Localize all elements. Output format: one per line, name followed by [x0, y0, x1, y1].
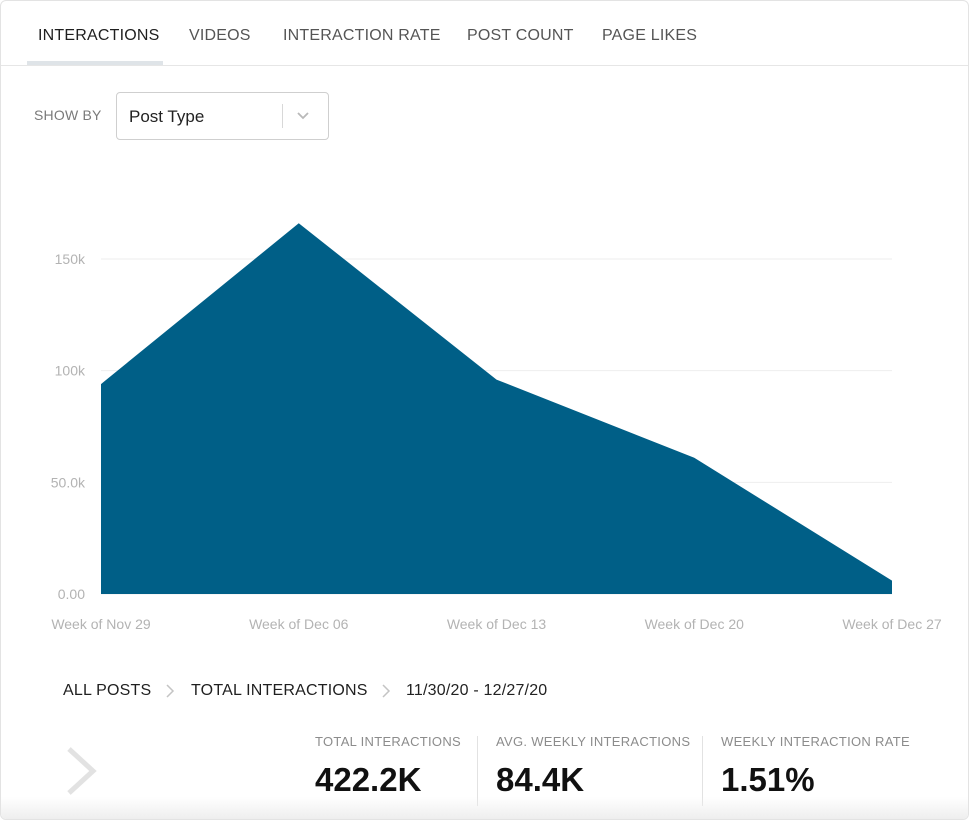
tab-interactions[interactable]: INTERACTIONS: [38, 27, 160, 44]
metric-tabs: INTERACTIONS VIDEOS INTERACTION RATE POS…: [1, 1, 968, 66]
chevron-right-icon[interactable]: [63, 745, 99, 797]
x-axis-ticks: Week of Nov 29 Week of Dec 06 Week of Dec …: [51, 616, 942, 632]
y-axis-ticks: 0.00 50.0k 100k 150k: [51, 251, 86, 602]
stat-label: AVG. WEEKLY INTERACTIONS: [496, 734, 691, 749]
x-tick-label: Week of Dec 06: [249, 616, 349, 632]
chevron-down-icon[interactable]: [295, 109, 311, 123]
active-tab-indicator: [27, 61, 163, 65]
select-separator: [282, 104, 283, 128]
y-tick-label: 50.0k: [51, 474, 86, 490]
breadcrumb-total-interactions[interactable]: TOTAL INTERACTIONS: [191, 682, 368, 699]
y-tick-label: 150k: [55, 251, 86, 267]
x-tick-label: Week of Dec 27: [842, 616, 942, 632]
tab-videos[interactable]: VIDEOS: [189, 27, 251, 44]
scroll-fade: [1, 797, 968, 819]
show-by-label: SHOW BY: [34, 107, 102, 123]
breadcrumb-date-range: 11/30/20 - 12/27/20: [406, 682, 548, 699]
stat-divider: [702, 736, 703, 806]
stat-value: 422.2K: [315, 761, 422, 798]
stat-value: 1.51%: [721, 761, 815, 798]
breadcrumb-all-posts[interactable]: ALL POSTS: [63, 682, 152, 699]
stat-total-interactions: TOTAL INTERACTIONS 422.2K: [315, 734, 461, 799]
x-tick-label: Week of Nov 29: [51, 616, 151, 632]
y-tick-label: 100k: [55, 363, 86, 379]
chevron-right-icon: [382, 684, 391, 698]
y-tick-label: 0.00: [58, 586, 85, 602]
stat-divider: [477, 736, 478, 806]
tab-page-likes[interactable]: PAGE LIKES: [602, 27, 698, 44]
stat-label: WEEKLY INTERACTION RATE: [721, 734, 910, 749]
stat-avg-weekly-interactions: AVG. WEEKLY INTERACTIONS 84.4K: [496, 734, 690, 799]
stat-value: 84.4K: [496, 761, 585, 798]
tab-interaction-rate[interactable]: INTERACTION RATE: [283, 27, 441, 44]
stat-label: TOTAL INTERACTIONS: [315, 734, 462, 749]
show-by-value: Post Type: [129, 107, 205, 126]
x-tick-label: Week of Dec 13: [447, 616, 547, 632]
chevron-right-icon: [166, 684, 175, 698]
area-series-0: [101, 223, 892, 594]
tab-post-count[interactable]: POST COUNT: [467, 27, 574, 44]
x-tick-label: Week of Dec 20: [645, 616, 745, 632]
stat-weekly-interaction-rate: WEEKLY INTERACTION RATE 1.51%: [721, 734, 910, 799]
chart-area-layer: [100, 223, 893, 594]
show-by-select[interactable]: Post Type: [116, 92, 329, 140]
